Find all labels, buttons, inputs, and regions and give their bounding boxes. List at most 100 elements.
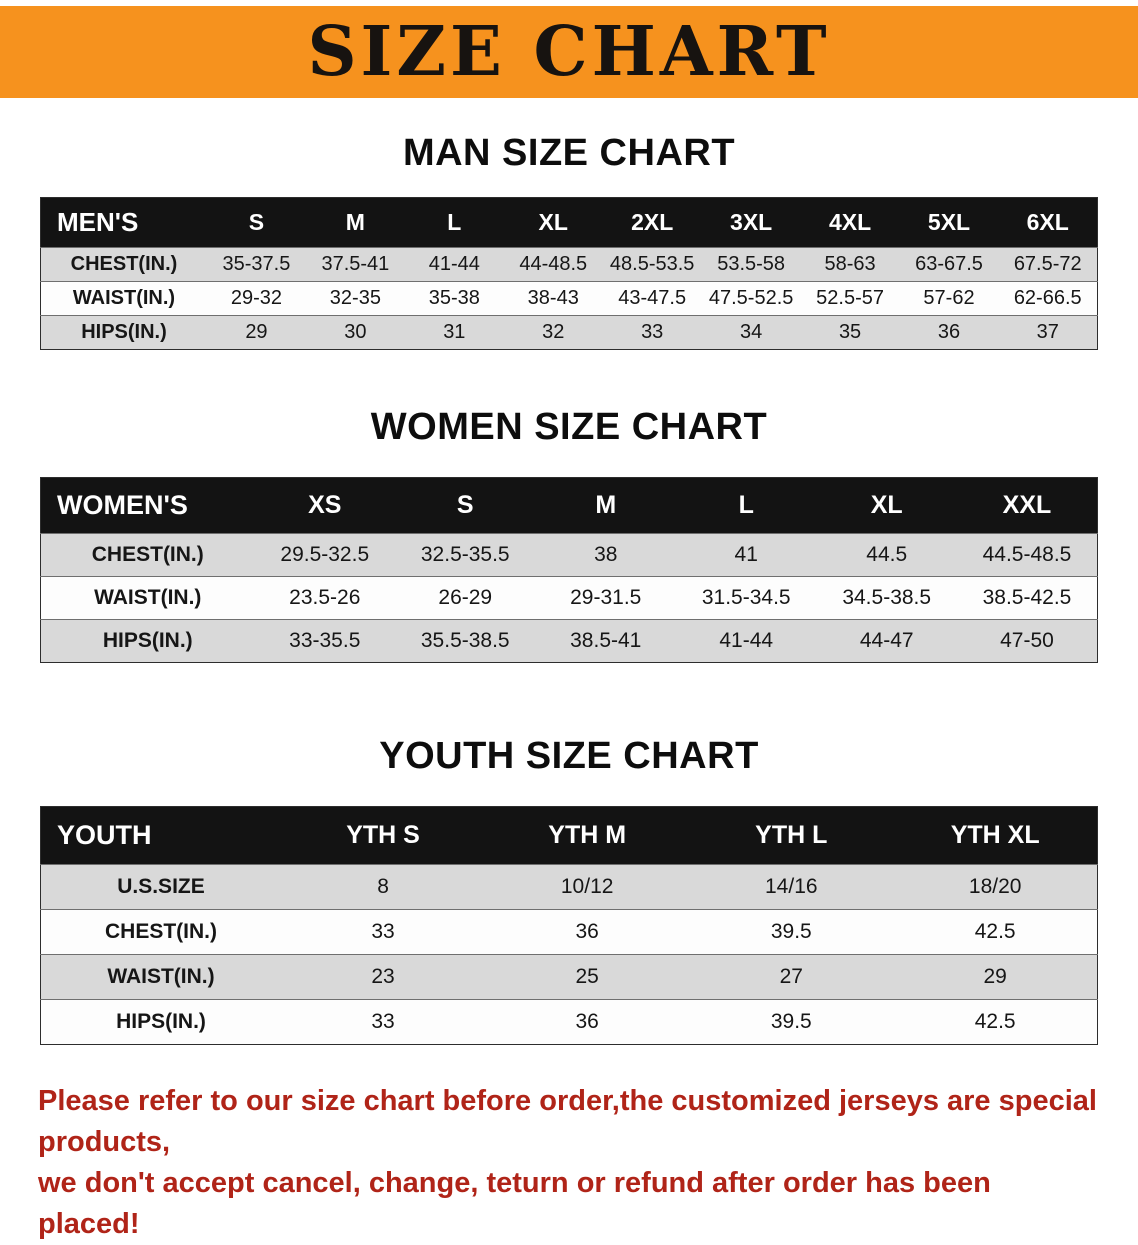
size-value: 35.5-38.5 xyxy=(420,629,510,652)
size-value: 36 xyxy=(575,920,599,943)
size-value: 39.5 xyxy=(770,920,812,943)
size-value: 34.5-38.5 xyxy=(842,586,932,609)
size-value: 36 xyxy=(575,1010,599,1033)
column-header-l: L xyxy=(404,197,504,248)
size-chart-banner: SIZE CHART xyxy=(0,6,1138,98)
size-value: 52.5-57 xyxy=(816,287,884,309)
youth-size-chart-heading: YOUTH SIZE CHART xyxy=(379,735,759,777)
column-header-s: S xyxy=(206,197,306,248)
table-row: HIPS(IN.) 33-35.5 35.5-38.5 38.5-41 41-44 44-… xyxy=(40,619,1098,663)
table-row: CHEST(IN.) 33 36 39.5 42.5 xyxy=(40,909,1098,955)
size-value: 23.5-26 xyxy=(289,586,361,609)
size-value: 41-44 xyxy=(428,253,480,275)
size-value: 48.5-53.5 xyxy=(609,253,695,275)
size-value: 47.5-52.5 xyxy=(708,287,794,309)
table-row: WAIST(IN.) 23 25 27 29 xyxy=(40,954,1098,1000)
column-header-xs: XS xyxy=(254,477,396,534)
size-value: 31.5-34.5 xyxy=(701,586,791,609)
size-value: 8 xyxy=(377,875,389,898)
size-value: 32 xyxy=(542,321,565,343)
row-label-chest-in: CHEST(IN.) xyxy=(91,543,204,566)
column-header-xl: XL xyxy=(503,197,603,248)
womens-label-cell: WOMEN'S xyxy=(40,477,255,534)
column-header-3xl: 3XL xyxy=(701,197,801,248)
size-value: 29-32 xyxy=(230,287,283,309)
size-value: 39.5 xyxy=(770,1010,812,1033)
size-value: 47-50 xyxy=(1000,629,1054,652)
size-value: 18/20 xyxy=(968,875,1022,898)
table-row: WAIST(IN.) 23.5-26 26-29 29-31.5 31.5-34.5 34… xyxy=(40,576,1098,620)
header-row: WOMEN'S XS S M L XL XXL xyxy=(40,477,1098,534)
column-header-yth-s: YTH S xyxy=(280,806,486,865)
size-value: 33 xyxy=(371,1010,395,1033)
column-header-l: L xyxy=(675,477,817,534)
disclaimer-line-2: we don't accept cancel, change, teturn o… xyxy=(38,1167,991,1240)
size-value: 35-37.5 xyxy=(222,253,291,275)
column-header-yth-xl: YTH XL xyxy=(893,806,1098,865)
column-header-yth-l: YTH L xyxy=(689,806,894,865)
size-value: 58-63 xyxy=(824,253,876,275)
size-value: 67.5-72 xyxy=(1013,253,1082,275)
table-row: CHEST(IN.) 35-37.5 37.5-41 41-44 44-48.5 48.5… xyxy=(40,247,1098,282)
size-value: 33 xyxy=(371,920,395,943)
size-value: 35-38 xyxy=(428,287,480,309)
size-value: 29.5-32.5 xyxy=(280,543,370,566)
size-value: 23 xyxy=(371,965,395,988)
size-value: 29-31.5 xyxy=(570,586,642,609)
table-row: U.S.SIZE 8 10/12 14/16 18/20 xyxy=(40,864,1098,910)
size-value: 38.5-42.5 xyxy=(982,586,1072,609)
size-value: 44-48.5 xyxy=(519,253,588,275)
womens-size-table: WOMEN'S XS S M L XL XXL CHEST(IN.) 29.5-32.5 32.5… xyxy=(40,477,1098,663)
size-value: 33-35.5 xyxy=(289,629,361,652)
size-value: 30 xyxy=(344,321,367,343)
size-value: 42.5 xyxy=(974,920,1016,943)
size-value: 32.5-35.5 xyxy=(420,543,510,566)
section-youth: YOUTH SIZE CHART YOUTH YTH S YTH M YTH L YTH… xyxy=(0,735,1138,1045)
row-label-u-s-size: U.S.SIZE xyxy=(117,875,205,898)
women-size-chart-heading: WOMEN SIZE CHART xyxy=(370,406,768,448)
row-label-waist-in: WAIST(IN.) xyxy=(107,965,215,988)
size-value: 44.5 xyxy=(866,543,908,566)
size-value: 38 xyxy=(594,543,618,566)
mens-table-container: MEN'S S M L XL 2XL 3XL 4XL 5XL 6XL CHEST(IN.) 35-37… xyxy=(0,197,1138,350)
mens-label-cell: MEN'S xyxy=(40,197,207,248)
size-value: 38.5-41 xyxy=(570,629,642,652)
row-label-waist-in: WAIST(IN.) xyxy=(72,287,176,309)
section-men: MAN SIZE CHART MEN'S S M L XL 2XL 3XL 4XL 5XL 6XL… xyxy=(0,132,1138,350)
size-value: 37 xyxy=(1036,321,1059,343)
size-value: 29 xyxy=(983,965,1007,988)
disclaimer-line-1: Please refer to our size chart before or… xyxy=(38,1085,1097,1158)
disclaimer-text: Please refer to our size chart before or… xyxy=(38,1081,1100,1245)
size-value: 42.5 xyxy=(974,1010,1016,1033)
size-value: 36 xyxy=(937,321,961,343)
size-value: 44.5-48.5 xyxy=(982,543,1072,566)
size-value: 29 xyxy=(245,321,268,343)
size-value: 41-44 xyxy=(719,629,774,652)
youth-label-cell: YOUTH xyxy=(40,806,281,865)
size-value: 37.5-41 xyxy=(321,253,390,275)
womens-table-container: WOMEN'S XS S M L XL XXL CHEST(IN.) 29.5-32.5 32.5… xyxy=(0,477,1138,663)
row-label-hips-in: HIPS(IN.) xyxy=(102,629,193,652)
table-row: WAIST(IN.) 29-32 32-35 35-38 38-43 43-47.5 47.… xyxy=(40,281,1098,316)
header-row: MEN'S S M L XL 2XL 3XL 4XL 5XL 6XL xyxy=(40,197,1098,248)
table-row: HIPS(IN.) 29 30 31 32 33 34 35 36 37 xyxy=(40,315,1098,350)
man-size-chart-heading: MAN SIZE CHART xyxy=(402,132,736,174)
mens-size-table: MEN'S S M L XL 2XL 3XL 4XL 5XL 6XL CHEST(IN.) 35-37… xyxy=(40,197,1098,350)
size-chart-title: SIZE CHART xyxy=(307,12,831,92)
table-row: CHEST(IN.) 29.5-32.5 32.5-35.5 38 41 44.5 44.5… xyxy=(40,533,1098,577)
size-value: 26-29 xyxy=(438,586,493,609)
size-value: 38-43 xyxy=(527,287,579,309)
column-header-xxl: XXL xyxy=(956,477,1098,534)
size-value: 62-66.5 xyxy=(1013,287,1082,309)
size-value: 14/16 xyxy=(765,875,818,898)
column-header-5xl: 5XL xyxy=(899,197,999,248)
column-header-m: M xyxy=(535,477,676,534)
column-header-xl: XL xyxy=(816,477,957,534)
youth-table-container: YOUTH YTH S YTH M YTH L YTH XL U.S.SIZE 8 10/12… xyxy=(0,806,1138,1045)
size-value: 44-47 xyxy=(859,629,914,652)
row-label-waist-in: WAIST(IN.) xyxy=(94,586,202,609)
row-label-hips-in: HIPS(IN.) xyxy=(116,1010,206,1033)
row-label-hips-in: HIPS(IN.) xyxy=(81,321,167,343)
row-label-chest-in: CHEST(IN.) xyxy=(70,253,178,275)
size-value: 43-47.5 xyxy=(618,287,687,309)
